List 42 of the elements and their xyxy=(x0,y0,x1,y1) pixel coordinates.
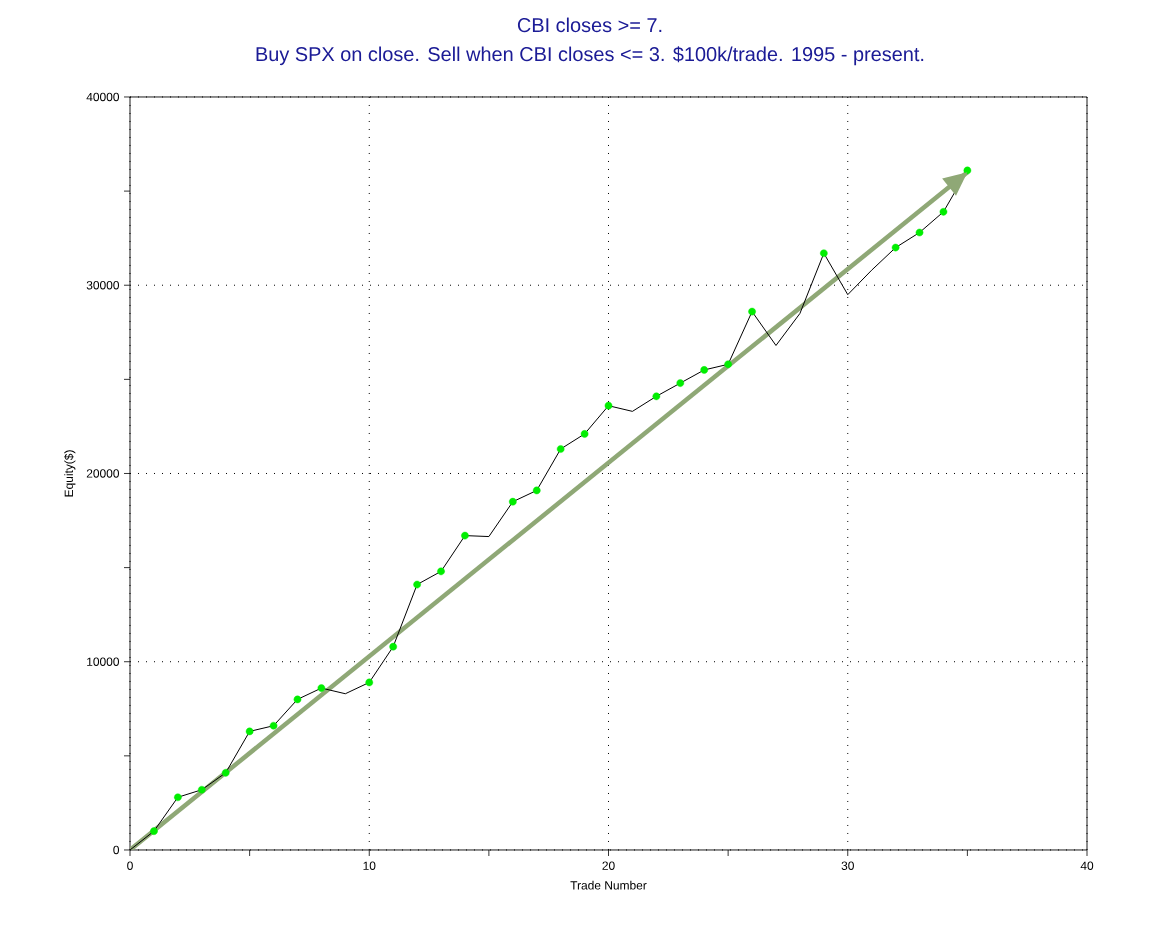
point xyxy=(174,793,182,802)
point xyxy=(604,401,613,410)
chart-title: CBI closes >= 7. xyxy=(517,17,662,33)
point xyxy=(939,208,948,216)
point xyxy=(891,243,900,252)
x-tick-label: 10 xyxy=(363,861,376,870)
chart-subtitle: Buy SPX on close. Sell when CBI closes <= 3. $100k/trade. 1995 - present. xyxy=(256,46,924,66)
y-tick-label: 10000 xyxy=(87,657,120,666)
point xyxy=(700,366,709,374)
x-tick-label: 30 xyxy=(841,861,854,870)
point xyxy=(221,769,230,777)
point xyxy=(652,392,661,401)
point xyxy=(245,727,254,736)
point xyxy=(461,531,469,540)
point xyxy=(963,166,972,175)
point xyxy=(509,497,517,506)
x-tick-label: 0 xyxy=(127,861,133,870)
y-tick-label: 20000 xyxy=(86,469,120,478)
point xyxy=(437,567,445,576)
y-axis-title: Equity($) xyxy=(64,450,76,497)
y-tick-label: 30000 xyxy=(86,281,120,290)
point xyxy=(820,249,828,258)
point xyxy=(676,379,685,387)
point xyxy=(915,228,924,237)
point xyxy=(269,721,278,730)
point xyxy=(748,307,756,316)
x-tick-label: 40 xyxy=(1080,861,1094,870)
point xyxy=(724,360,732,369)
point xyxy=(556,445,565,453)
point xyxy=(365,678,374,687)
x-tick-label: 20 xyxy=(602,861,615,870)
point xyxy=(413,580,421,589)
point xyxy=(293,695,302,704)
y-tick-label: 40000 xyxy=(86,92,120,102)
point xyxy=(389,642,397,651)
point xyxy=(532,486,541,495)
point xyxy=(150,827,158,835)
point xyxy=(580,430,589,438)
point xyxy=(197,785,206,794)
point xyxy=(317,684,326,692)
x-axis-title: Trade Number xyxy=(570,880,647,890)
y-tick-label: 0 xyxy=(113,845,120,855)
